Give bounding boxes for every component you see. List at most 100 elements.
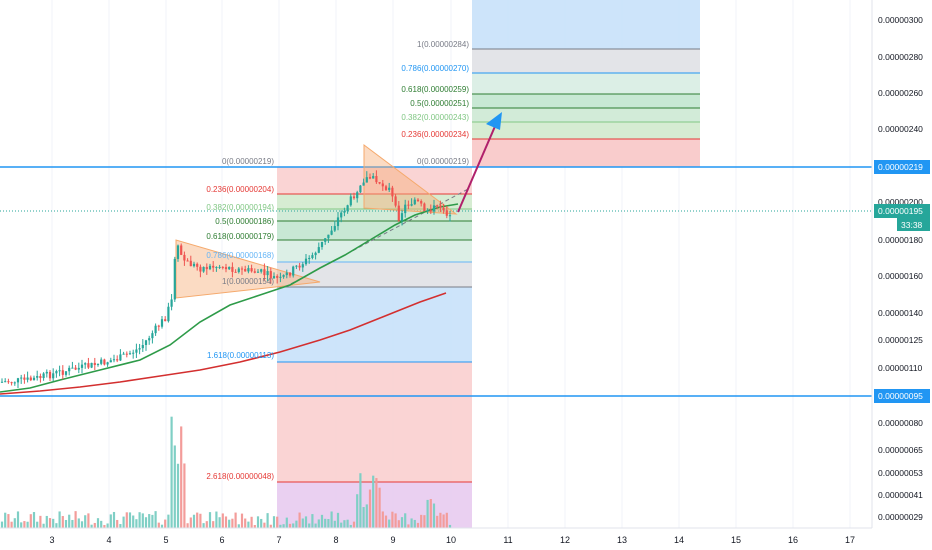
volume-bar [394,513,397,528]
candle-body [317,247,320,253]
fib-left-label-8: 2.618(0.00000048) [206,472,274,481]
candle-body [237,268,240,273]
candle-body [132,352,135,354]
fib-right-labels: 1(0.00000284) 0.786(0.00000270) 0.618(0.… [401,40,469,166]
volume-bar [247,521,250,528]
candle-body [336,217,340,227]
candle-body [202,266,205,272]
candle-body [183,254,186,261]
volume-bar [138,512,141,528]
volume-bar [352,521,356,528]
candle-body [266,271,269,276]
candle-body [413,199,416,205]
volume-bar [384,515,388,528]
candle-body [167,306,170,322]
volume-bar [132,515,135,528]
volume-bar [116,519,119,528]
price-tick: 0.00000300 [878,15,923,25]
fib-left-label-0: 0(0.00000219) [222,157,274,166]
candle-body [224,267,228,270]
volume-bar [45,515,48,528]
time-tick: 7 [276,535,281,545]
candle-body [397,205,400,221]
volume-bar [135,519,138,528]
candle-body [84,363,87,365]
volume-bar [234,512,237,528]
volume-bar [61,516,64,528]
volume-bar [340,522,343,528]
candle-body [442,207,445,211]
volume-bar [205,521,208,528]
volume-bar [186,523,189,528]
time-tick: 9 [390,535,395,545]
volume-bar [23,521,26,528]
candle-body [36,375,39,378]
volume-bar [100,520,103,528]
price-tick: 0.00000280 [878,52,923,62]
time-tick: 14 [674,535,684,545]
volume-bar [359,473,362,528]
candle-body [445,210,448,216]
fib-right-label-0: 1(0.00000284) [417,40,469,49]
candle-body [352,196,356,199]
volume-bar [292,523,295,528]
candle-body [429,210,432,212]
candle-body [148,338,151,341]
volume-bar [388,519,391,528]
volume-bar [407,524,410,528]
triangle-pattern-right[interactable] [363,144,458,215]
projection-arrow[interactable] [457,123,497,213]
volume-bar [362,507,365,528]
volume-bar [77,518,80,528]
time-tick: 13 [617,535,627,545]
candle-body [375,176,378,183]
candle-body [45,371,48,374]
volume-bar [7,514,10,528]
candle-body [64,371,68,375]
candle-body [13,382,16,384]
time-axis[interactable]: 3 4 5 6 7 8 9 10 11 12 13 14 15 16 17 [0,527,932,550]
candle-body [391,187,394,197]
current-price-badge-text: 0.00000195 [878,206,923,216]
volume-bar [32,512,36,528]
volume-bar [196,512,199,528]
volume-bar [288,523,292,528]
price-tick: 0.00000140 [878,308,923,318]
price-tick: 0.00000041 [878,490,923,500]
volume-bar [368,489,372,528]
candle-body [285,272,288,276]
candle-body [426,210,429,212]
volume-bar [164,519,167,528]
candle-body [93,362,96,366]
candle-body [301,264,304,268]
price-axis[interactable]: 0.00000300 0.00000280 0.00000260 0.00000… [871,0,932,528]
volume-bar [157,522,160,528]
volume-bar [64,519,68,528]
lower-line-badge-text: 0.00000095 [878,391,923,401]
candle-body [32,377,36,381]
candle-body [298,265,301,268]
candle-body [432,205,436,212]
candle-body [68,367,71,372]
candle-body [394,196,397,206]
candle-body [327,234,330,239]
candle-body [349,196,352,206]
volume-bar [119,524,122,528]
candle-body [135,349,138,353]
volume-bar [0,521,4,528]
candle-body [404,204,407,214]
volume-bar [29,514,32,528]
volume-bar [397,520,400,528]
volume-bar [148,514,151,528]
volume-bar [442,514,445,528]
candle-body [20,377,23,379]
time-tick: 3 [49,535,54,545]
candle-body [138,348,141,350]
candle-body [253,271,256,273]
volume-bar [228,519,231,528]
candle-body [400,213,404,221]
volume-bar [13,518,16,528]
volume-bar [170,416,173,528]
candle-body [276,276,279,278]
